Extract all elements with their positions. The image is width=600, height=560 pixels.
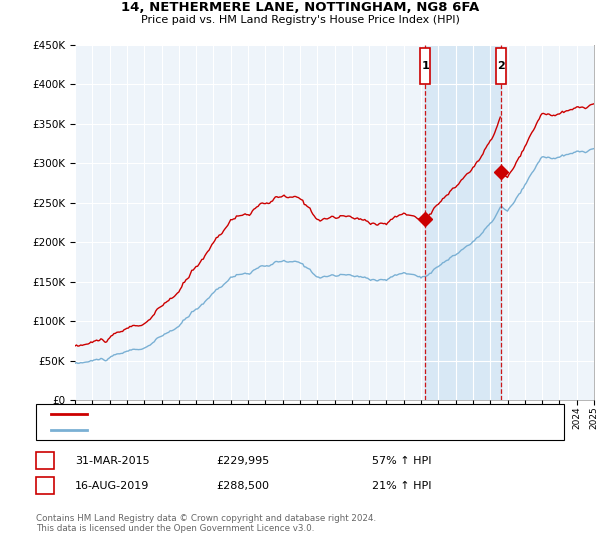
Text: 2: 2 (41, 480, 49, 491)
FancyBboxPatch shape (496, 48, 506, 84)
Text: HPI: Average price, detached house, City of Nottingham: HPI: Average price, detached house, City… (93, 425, 372, 435)
Text: 14, NETHERMERE LANE, NOTTINGHAM, NG8 6FA (detached house): 14, NETHERMERE LANE, NOTTINGHAM, NG8 6FA… (93, 409, 424, 419)
Text: 2: 2 (497, 61, 505, 71)
Text: Contains HM Land Registry data © Crown copyright and database right 2024.
This d: Contains HM Land Registry data © Crown c… (36, 514, 376, 534)
Text: 14, NETHERMERE LANE, NOTTINGHAM, NG8 6FA: 14, NETHERMERE LANE, NOTTINGHAM, NG8 6FA (121, 1, 479, 14)
Text: £288,500: £288,500 (216, 480, 269, 491)
Text: Price paid vs. HM Land Registry's House Price Index (HPI): Price paid vs. HM Land Registry's House … (140, 15, 460, 25)
Text: 31-MAR-2015: 31-MAR-2015 (75, 456, 149, 466)
Text: 1: 1 (421, 61, 429, 71)
Text: 1: 1 (41, 456, 49, 466)
Text: 57% ↑ HPI: 57% ↑ HPI (372, 456, 431, 466)
Text: 21% ↑ HPI: 21% ↑ HPI (372, 480, 431, 491)
FancyBboxPatch shape (421, 48, 430, 84)
Text: £229,995: £229,995 (216, 456, 269, 466)
Text: 16-AUG-2019: 16-AUG-2019 (75, 480, 149, 491)
Bar (425, 45, 501, 400)
